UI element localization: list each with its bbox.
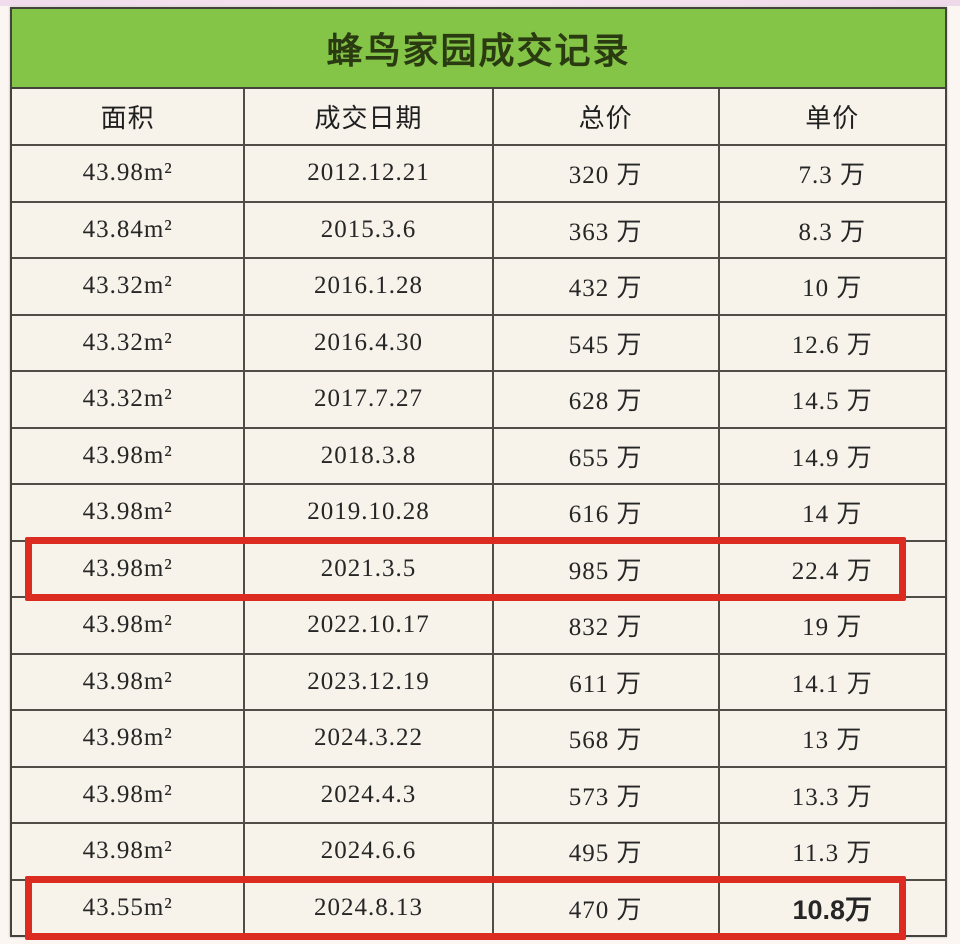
cell-unit: 14.5 万 <box>791 388 873 416</box>
cell-date: 2022.10.17 <box>245 598 494 653</box>
cell-area: 43.98m² <box>12 711 246 766</box>
cell-area: 43.98m² <box>12 146 246 201</box>
column-header-unit: 单价 <box>805 104 860 133</box>
cell-area: 43.98m² <box>12 824 246 879</box>
cell-total: 628 万 <box>494 372 720 427</box>
table-row: 43.98m² 2012.12.21 320 万 7.3 万 <box>12 146 945 203</box>
cell-unit: 12.6 万 <box>791 331 873 359</box>
cell-date: 2016.4.30 <box>245 315 494 370</box>
cell-date: 2021.3.5 <box>245 541 494 596</box>
cell-area: 43.32m² <box>12 315 246 370</box>
cell-area: 43.84m² <box>12 202 246 257</box>
cell-date: 2018.3.8 <box>245 428 494 483</box>
cell-total: 432 万 <box>494 259 720 314</box>
table-row: 43.98m² 2022.10.17 832 万 19 万 <box>12 598 945 655</box>
table-title: 蜂鸟家园成交记录 <box>12 9 945 89</box>
cell-total: 616 万 <box>494 485 720 540</box>
cell-total: 568 万 <box>494 711 720 766</box>
cell-date: 2023.12.19 <box>245 654 494 709</box>
cell-unit: 14.9 万 <box>791 444 873 472</box>
cell-unit: 14.1 万 <box>791 670 873 698</box>
cell-unit: 13.3 万 <box>791 783 873 811</box>
cell-date: 2024.3.22 <box>245 711 494 766</box>
column-header-date: 成交日期 <box>245 89 494 144</box>
table-row: 43.98m² 2021.3.5 985 万 22.4 万 <box>12 536 945 601</box>
cell-total: 985 万 <box>494 541 720 596</box>
cell-date: 2024.8.13 <box>245 880 494 935</box>
cell-area: 43.32m² <box>12 259 246 314</box>
column-header-total: 总价 <box>494 89 720 144</box>
table-row: 43.32m² 2016.1.28 432 万 10 万 <box>12 259 945 316</box>
table-header-row: 面积 成交日期 总价 单价 <box>12 89 945 146</box>
table-row: 43.98m² 2019.10.28 616 万 14 万 <box>12 485 945 542</box>
cell-unit: 14 万 <box>802 501 863 529</box>
cell-unit: 7.3 万 <box>798 162 867 190</box>
cell-area: 43.55m² <box>12 880 246 935</box>
cell-date: 2016.1.28 <box>245 259 494 314</box>
cell-total: 470 万 <box>494 880 720 935</box>
cell-area: 43.98m² <box>12 654 246 709</box>
cell-date: 2017.7.27 <box>245 372 494 427</box>
cell-date: 2012.12.21 <box>245 146 494 201</box>
cell-unit: 10 万 <box>802 275 863 303</box>
cell-area: 43.32m² <box>12 372 246 427</box>
cell-total: 832 万 <box>494 598 720 653</box>
table-row: 43.98m² 2023.12.19 611 万 14.1 万 <box>12 654 945 711</box>
cell-unit: 11.3 万 <box>792 840 873 868</box>
cell-date: 2024.4.3 <box>245 767 494 822</box>
top-decorative-strip <box>0 0 960 6</box>
cell-unit: 22.4 万 <box>791 557 873 585</box>
column-header-area: 面积 <box>12 89 246 144</box>
table-row: 43.98m² 2024.3.22 568 万 13 万 <box>12 711 945 768</box>
table-row: 43.32m² 2017.7.27 628 万 14.5 万 <box>12 372 945 429</box>
cell-area: 43.98m² <box>12 598 246 653</box>
cell-unit: 13 万 <box>802 727 863 755</box>
cell-total: 363 万 <box>494 202 720 257</box>
table-row: 43.84m² 2015.3.6 363 万 8.3 万 <box>12 202 945 259</box>
cell-total: 495 万 <box>494 824 720 879</box>
cell-total: 655 万 <box>494 428 720 483</box>
cell-area: 43.98m² <box>12 485 246 540</box>
table-row: 43.98m² 2024.6.6 495 万 11.3 万 <box>12 824 945 881</box>
cell-date: 2015.3.6 <box>245 202 494 257</box>
table-row: 43.98m² 2018.3.8 655 万 14.9 万 <box>12 428 945 485</box>
cell-unit: 19 万 <box>802 614 863 642</box>
table-row: 43.98m² 2024.4.3 573 万 13.3 万 <box>12 767 945 824</box>
cell-total: 320 万 <box>494 146 720 201</box>
cell-total: 573 万 <box>494 767 720 822</box>
table-row: 43.55m² 2024.8.13 470 万 10.8万 <box>12 875 945 940</box>
table-body: 43.98m² 2012.12.21 320 万 7.3 万 43.84m² 2015.3… <box>12 146 945 940</box>
transaction-table: 蜂鸟家园成交记录 面积 成交日期 总价 单价 43.98m² 2012.12.21… <box>10 7 947 940</box>
cell-total: 611 万 <box>494 654 720 709</box>
cell-total: 545 万 <box>494 315 720 370</box>
cell-unit: 10.8万 <box>792 895 873 926</box>
table-row: 43.32m² 2016.4.30 545 万 12.6 万 <box>12 315 945 372</box>
cell-date: 2019.10.28 <box>245 485 494 540</box>
cell-area: 43.98m² <box>12 428 246 483</box>
cell-date: 2024.6.6 <box>245 824 494 879</box>
cell-unit: 8.3 万 <box>798 218 867 246</box>
cell-area: 43.98m² <box>12 541 246 596</box>
cell-area: 43.98m² <box>12 767 246 822</box>
